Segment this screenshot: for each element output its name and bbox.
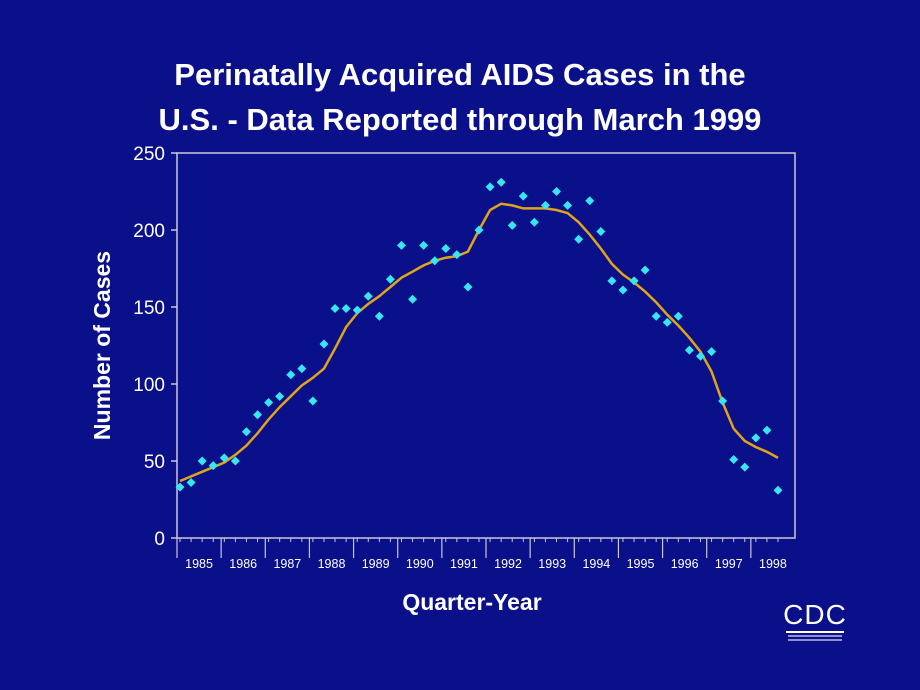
data-point: [684, 345, 694, 355]
data-point: [496, 177, 506, 187]
data-point: [552, 187, 562, 196]
x-tick-label: 1988: [318, 557, 346, 571]
data-point: [485, 182, 495, 192]
x-tick-label: 1987: [273, 557, 301, 571]
data-point: [474, 225, 484, 235]
data-point: [618, 285, 628, 295]
x-tick-label: 1985: [185, 557, 213, 571]
data-point: [441, 243, 451, 253]
data-point: [430, 256, 440, 266]
data-point: [596, 227, 606, 237]
data-point: [241, 427, 251, 437]
data-point: [718, 396, 728, 406]
data-point: [740, 462, 750, 472]
chart-axes: [176, 152, 796, 539]
data-point: [264, 397, 274, 407]
y-tick-label: 100: [133, 375, 165, 396]
data-point: [651, 311, 661, 321]
data-point: [629, 276, 639, 286]
data-point: [308, 396, 318, 406]
y-axis-ticks: 0 50 100 150 200 250: [133, 144, 177, 550]
cdc-logo-text: CDC: [783, 599, 847, 630]
data-point: [208, 461, 218, 471]
data-point: [230, 456, 240, 466]
data-point: [175, 482, 185, 492]
cdc-logo-underline: [786, 631, 844, 633]
x-tick-label: 1989: [362, 557, 390, 571]
data-point: [695, 351, 705, 361]
x-tick-label: 1990: [406, 557, 434, 571]
data-point: [452, 250, 462, 260]
y-tick-label: 250: [133, 144, 165, 165]
cdc-logo-fine-print: [788, 635, 842, 637]
x-tick-label: 1994: [582, 557, 610, 571]
data-point: [563, 200, 573, 210]
data-point: [197, 456, 207, 466]
plot-frame: [176, 152, 796, 539]
data-point: [363, 291, 373, 301]
x-tick-label: 1997: [715, 557, 743, 571]
x-axis-ticks: 1985 1986 1987 1988 1989 1990 1991 1992 1993 1994…: [176, 538, 787, 571]
y-axis-label: Number of Cases: [89, 251, 115, 440]
data-point: [518, 191, 528, 201]
data-point: [319, 339, 329, 349]
trend-line: [179, 202, 779, 483]
data-point: [729, 454, 739, 464]
data-point: [374, 311, 384, 321]
data-point: [275, 391, 285, 401]
x-tick-label: 1995: [627, 557, 655, 571]
x-tick-label: 1996: [671, 557, 699, 571]
y-tick-label: 0: [154, 529, 165, 550]
y-tick-label: 150: [133, 298, 165, 319]
x-tick-label: 1986: [229, 557, 257, 571]
data-point: [662, 317, 672, 327]
x-axis-label: Quarter-Year: [402, 589, 541, 615]
data-point: [341, 304, 351, 314]
cdc-logo-fine-print: [788, 639, 842, 641]
y-tick-label: 50: [144, 452, 165, 473]
data-point: [463, 282, 473, 292]
data-point: [286, 370, 296, 380]
data-point: [253, 410, 263, 420]
data-point: [507, 220, 517, 230]
data-point: [352, 305, 362, 315]
data-point: [186, 478, 196, 488]
x-tick-label: 1998: [759, 557, 787, 571]
data-point: [529, 217, 539, 227]
data-point: [385, 274, 395, 284]
data-point: [419, 240, 429, 250]
data-point: [408, 294, 418, 304]
chart-title-line-1: Perinatally Acquired AIDS Cases in the: [174, 57, 746, 92]
data-point: [396, 240, 406, 250]
x-tick-label: 1992: [494, 557, 522, 571]
data-point: [585, 196, 595, 206]
cdc-logo: CDC: [782, 600, 848, 643]
data-point: [574, 234, 584, 244]
chart-title: Perinatally Acquired AIDS Cases in the U…: [0, 52, 920, 142]
data-point: [330, 304, 340, 314]
data-point: [673, 311, 683, 321]
data-point: [540, 200, 550, 210]
data-point: [707, 347, 717, 357]
data-points: [175, 177, 783, 495]
data-point: [219, 453, 229, 463]
y-tick-label: 200: [133, 221, 165, 242]
data-point: [640, 265, 650, 275]
x-tick-label: 1991: [450, 557, 478, 571]
data-point: [751, 433, 761, 443]
chart-title-line-2: U.S. - Data Reported through March 1999: [158, 102, 762, 137]
x-tick-label: 1993: [538, 557, 566, 571]
data-point: [607, 276, 617, 286]
data-point: [762, 425, 772, 435]
data-point: [297, 364, 307, 374]
data-point: [773, 485, 783, 495]
